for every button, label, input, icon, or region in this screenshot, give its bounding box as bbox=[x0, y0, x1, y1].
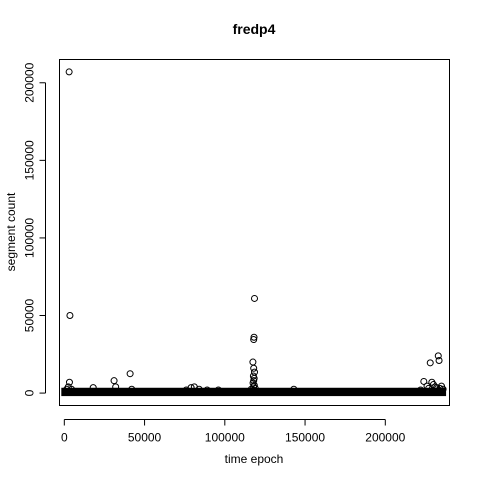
y-tick-label: 200000 bbox=[23, 62, 37, 102]
x-axis: 0 50000 100000 150000 200000 bbox=[61, 419, 406, 445]
y-tick-label: 150000 bbox=[23, 140, 37, 180]
data-point bbox=[426, 359, 434, 367]
data-point bbox=[420, 377, 428, 385]
data-point bbox=[66, 312, 74, 320]
data-point bbox=[250, 336, 258, 344]
data-point bbox=[251, 294, 258, 302]
data-point bbox=[110, 377, 118, 385]
y-tick-label: 100000 bbox=[23, 218, 37, 258]
data-point bbox=[251, 368, 258, 376]
data-point bbox=[126, 370, 134, 378]
y-axis-label: segment count bbox=[4, 192, 18, 271]
data-point bbox=[250, 333, 258, 341]
x-axis-label: time epoch bbox=[225, 452, 284, 466]
chart-title: fredp4 bbox=[233, 21, 276, 37]
data-point bbox=[65, 378, 73, 386]
x-tick-label: 200000 bbox=[365, 431, 405, 445]
x-tick-label: 0 bbox=[61, 431, 68, 445]
y-tick-label: 50000 bbox=[23, 299, 37, 333]
plot-frame bbox=[59, 59, 450, 406]
data-point bbox=[250, 364, 258, 372]
x-tick-label: 150000 bbox=[285, 431, 325, 445]
dense-band bbox=[61, 387, 447, 397]
data-point bbox=[435, 357, 443, 365]
data-point bbox=[249, 358, 257, 366]
dense-point-band bbox=[61, 387, 447, 397]
x-tick-label: 50000 bbox=[128, 431, 162, 445]
x-tick-label: 100000 bbox=[205, 431, 245, 445]
y-axis: 0 50000 100000 150000 200000 bbox=[23, 62, 46, 396]
y-tick-label: 0 bbox=[23, 389, 37, 396]
data-points bbox=[63, 68, 447, 394]
data-point bbox=[434, 352, 442, 360]
data-point bbox=[65, 68, 73, 76]
